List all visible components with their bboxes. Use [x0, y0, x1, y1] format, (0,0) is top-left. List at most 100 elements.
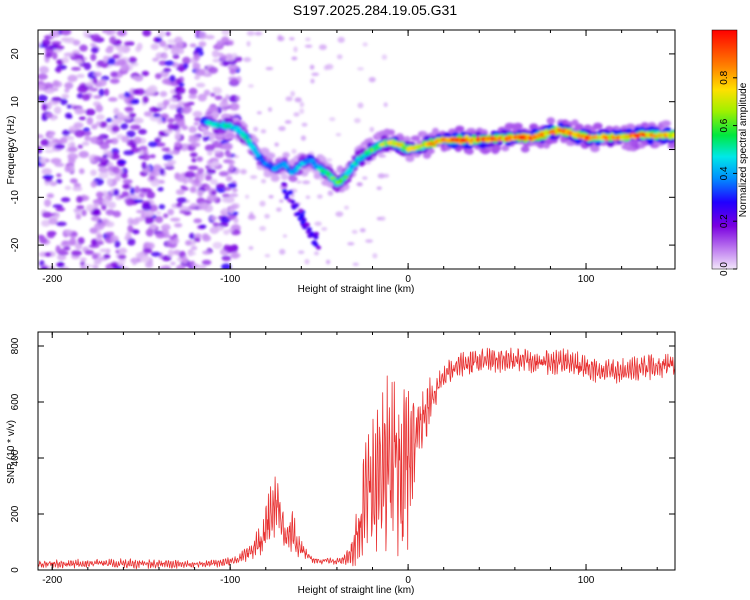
spectrogram-noise-cell [174, 223, 183, 228]
spectrogram-noise-cell [97, 79, 107, 87]
spectrogram-noise-cell [184, 207, 192, 212]
spectrogram-noise-cell [77, 85, 89, 93]
spectrogram-noise-cell [198, 31, 207, 40]
spectrogram-noise-cell [210, 92, 216, 97]
spectrogram-noise-cell [218, 222, 229, 228]
x-tick-label: -200 [42, 575, 62, 586]
spectrogram-noise-cell [326, 158, 333, 162]
spectrogram-noise-cell [325, 63, 334, 70]
spectrogram-noise-cell [71, 66, 81, 71]
spectrogram-noise-cell [67, 153, 79, 160]
spectrogram-noise-cell [299, 101, 305, 108]
spectrogram-noise-cell [311, 72, 320, 76]
spectrogram-ridge-cell [306, 227, 312, 232]
spectrogram-noise-cell [167, 117, 175, 124]
spectrogram-noise-cell [116, 30, 127, 37]
spectrogram-noise-cell [78, 150, 89, 159]
spectrogram-noise-cell [291, 148, 297, 154]
spectrogram-noise-cell [227, 159, 236, 165]
spectrogram-noise-cell [98, 88, 105, 97]
spectrogram-noise-cell [90, 215, 101, 222]
spectrogram-noise-cell [313, 251, 320, 256]
spectrogram-noise-cell [221, 263, 232, 269]
spectrogram-noise-cell [143, 111, 153, 117]
snr-x-axis-label: Height of straight line (km) [298, 585, 415, 596]
spectrogram-noise-cell [75, 213, 82, 220]
spectrogram-noise-cell [90, 180, 97, 188]
spectrogram-noise-cell [110, 71, 118, 78]
spectrogram-noise-cell [144, 216, 154, 225]
spectrogram-noise-cell [132, 117, 144, 124]
spectrogram-noise-cell [383, 173, 390, 178]
spectrogram-noise-cell [276, 207, 282, 212]
spectrogram-noise-cell [278, 126, 286, 132]
y-tick-label: 0 [10, 567, 21, 573]
spectrogram-noise-cell [64, 165, 71, 173]
y-tick-label: 600 [10, 393, 21, 410]
spectrogram-noise-cell [298, 250, 305, 255]
spectrogram-noise-cell [75, 59, 83, 65]
spectrogram-noise-cell [194, 117, 202, 122]
spectrogram-noise-cell [218, 171, 229, 177]
spectrogram-ridge-cell [259, 147, 270, 155]
spectrogram-noise-cell [72, 186, 83, 192]
spectrogram-ridge-cell [202, 129, 210, 137]
spectrogram-noise-cell [277, 36, 285, 42]
spectrogram-noise-cell [267, 107, 273, 112]
spectrogram-noise-cell [227, 53, 233, 59]
spectrogram-ridge-cell [225, 132, 236, 140]
spectrogram-noise-cell [40, 266, 49, 269]
spectrogram-noise-cell [240, 168, 247, 175]
spectrogram-noise-cell [73, 122, 84, 129]
spectrogram-noise-cell [206, 150, 213, 156]
spectrogram-noise-cell [61, 56, 70, 64]
spectrogram-noise-cell [145, 261, 154, 269]
spectrogram-ridge-cell [282, 151, 290, 159]
spectrogram-noise-cell [158, 204, 166, 210]
spectrogram-noise-cell [105, 231, 115, 236]
spectrogram-noise-cell [357, 67, 364, 71]
spectrogram-x-axis: -200 -100 0 100 [42, 30, 658, 285]
spectrogram-noise-cell [152, 57, 159, 62]
spectrogram-noise-cell [265, 66, 274, 71]
spectrogram-noise-cell [357, 102, 364, 109]
spectrogram-noise-cell [50, 157, 62, 165]
spectrogram-noise-cell [229, 193, 239, 198]
spectrogram-noise-cell [172, 250, 179, 255]
spectrogram-noise-cell [254, 31, 263, 36]
spectrogram-noise-cell [52, 204, 63, 208]
spectrogram-noise-cell [211, 161, 220, 167]
spectrogram-noise-cell [134, 185, 140, 194]
spectrogram-noise-cell [327, 190, 334, 196]
spectrogram-noise-cell [225, 94, 230, 100]
spectrogram-noise-cell [226, 57, 234, 62]
spectrogram-noise-cell [69, 237, 77, 246]
spectrogram-noise-cell [192, 62, 201, 70]
spectrogram-noise-cell [246, 30, 255, 36]
spectrogram-noise-cell [142, 30, 152, 37]
spectrogram-noise-cell [210, 215, 218, 221]
spectrogram-noise-cell [202, 250, 211, 255]
spectrogram-noise-cell [125, 231, 132, 239]
spectrogram-noise-cell [194, 233, 202, 239]
spectrogram-noise-cell [55, 67, 62, 73]
spectrogram-noise-cell [81, 209, 87, 217]
spectrogram-noise-cell [129, 218, 140, 226]
spectrogram-noise-cell [76, 73, 85, 78]
spectrogram-noise-cell [162, 153, 173, 161]
spectrogram-ridge-cell [501, 144, 510, 152]
spectrogram-noise-cell [247, 84, 254, 88]
spectrogram-noise-cell [77, 144, 84, 149]
spectrogram-noise-cell [256, 111, 262, 115]
spectrogram-noise-cell [304, 258, 310, 265]
spectrogram-noise-cell [106, 177, 113, 186]
spectrogram-noise-cell [128, 56, 137, 64]
colorbar-ticks: 0.0 0.2 0.4 0.6 0.8 [719, 70, 737, 276]
spectrogram-noise-cell [117, 160, 127, 165]
spectrogram-ridge-cell [431, 127, 440, 136]
spectrogram-noise-cell [212, 86, 221, 92]
spectrogram-noise-cell [337, 36, 345, 43]
spectrogram-noise-cell [114, 240, 121, 248]
spectrogram-noise-cell [44, 52, 53, 58]
